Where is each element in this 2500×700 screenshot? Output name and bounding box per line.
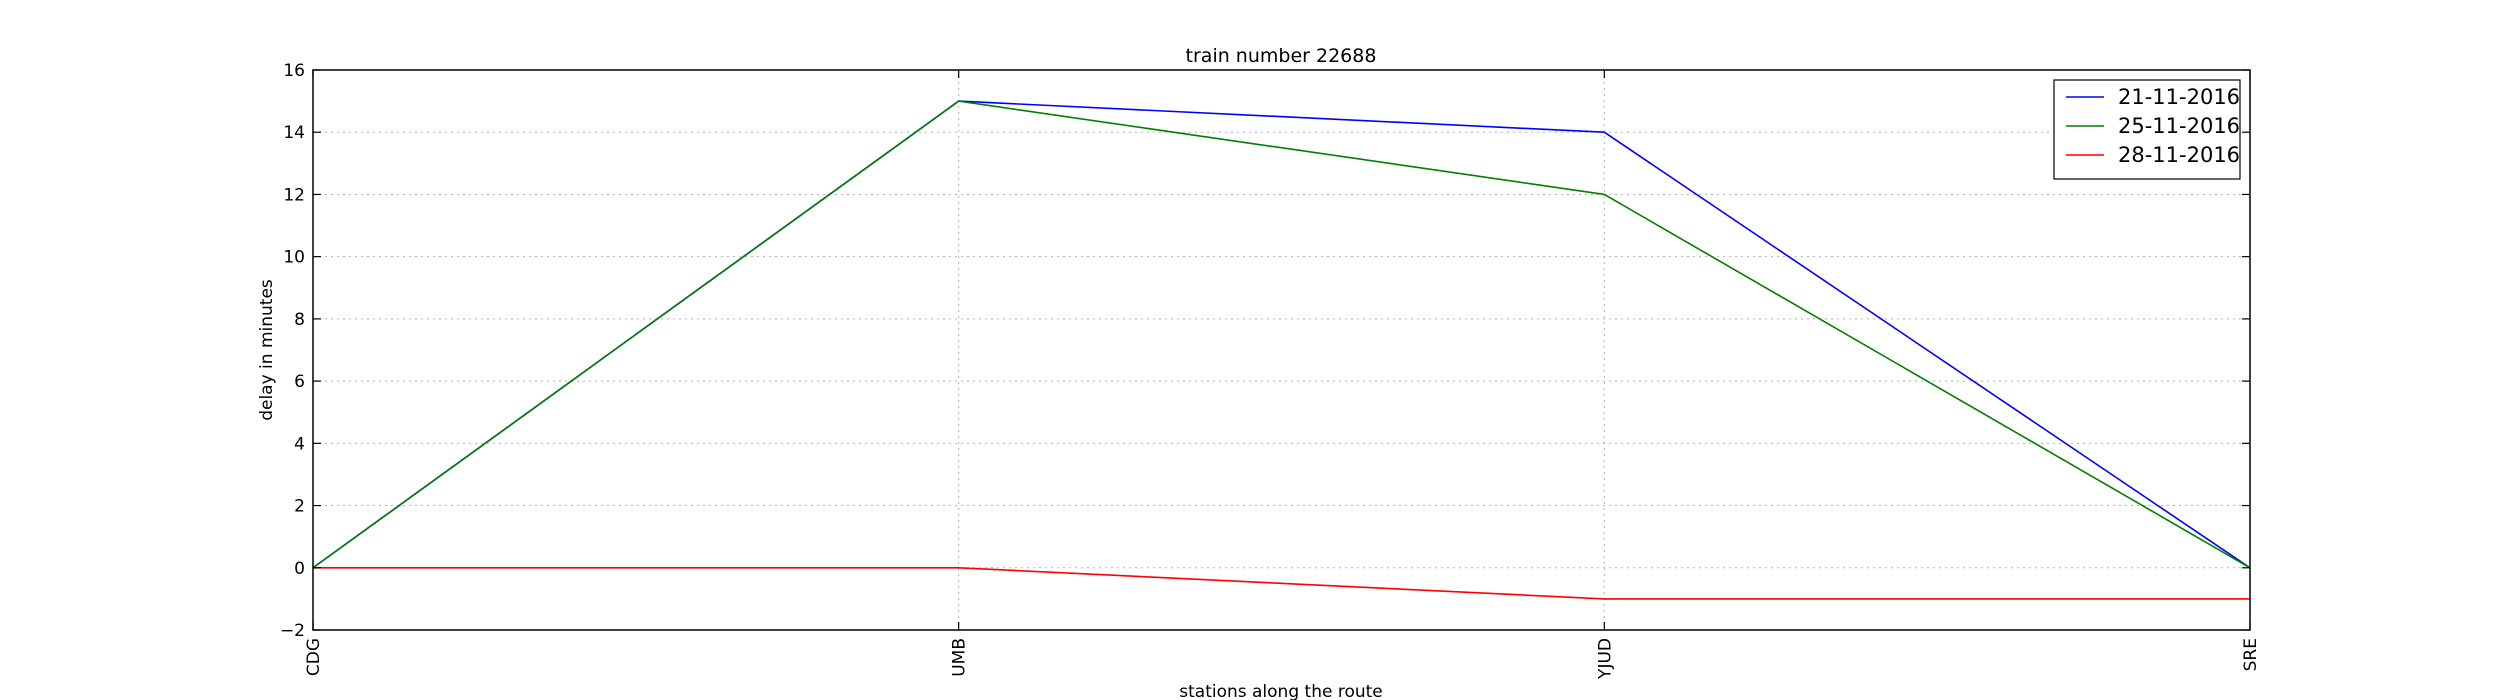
y-tick-label: 6	[294, 372, 305, 392]
series-lines	[312, 100, 2251, 600]
y-tick-label: 16	[283, 61, 305, 81]
grid	[313, 70, 2250, 630]
legend-label: 21-11-2016	[2118, 85, 2240, 109]
y-tick-label: 10	[283, 248, 305, 268]
y-tick-label: 8	[294, 310, 305, 330]
x-tick-label: SRE	[2241, 638, 2261, 671]
y-tick-label: 0	[294, 559, 305, 579]
axis-ticks: −2 0 2 4 6 8 10 12 14 16 CDG UMB YJUD SRE	[280, 61, 2261, 680]
y-axis-label: delay in minutes	[257, 279, 277, 421]
plot-frame	[312, 69, 2251, 631]
x-tick-label: CDG	[304, 638, 324, 676]
x-tick-label: YJUD	[1595, 638, 1615, 680]
y-tick-label: 14	[283, 123, 305, 143]
y-tick-label: 12	[283, 185, 305, 205]
series-line-25-11-2016	[312, 100, 2251, 569]
y-tick-label: −2	[280, 621, 305, 641]
series-line-21-11-2016	[312, 100, 2251, 569]
y-tick-label: 2	[294, 497, 305, 517]
legend: 21-11-2016 25-11-2016 28-11-2016	[2053, 79, 2241, 180]
x-axis-label: stations along the route	[1179, 682, 1383, 700]
x-tick-label: UMB	[950, 638, 970, 677]
legend-label: 25-11-2016	[2118, 114, 2240, 138]
legend-label: 28-11-2016	[2118, 143, 2240, 167]
y-tick-label: 4	[294, 434, 305, 454]
chart-title: train number 22688	[1186, 45, 1377, 67]
series-line-28-11-2016	[313, 566, 2250, 600]
